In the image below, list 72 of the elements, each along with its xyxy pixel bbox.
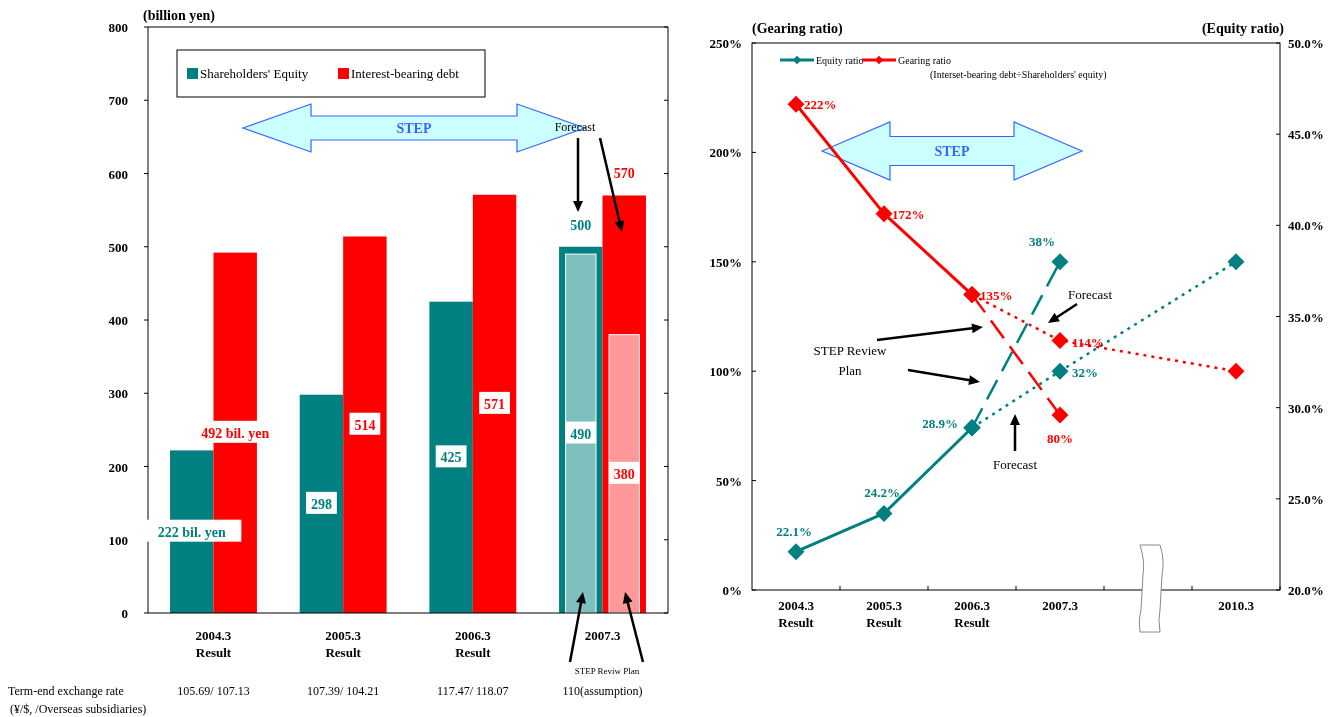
text: 117.47/ 118.07 (437, 684, 509, 698)
x-tick-label: 2007.3 (584, 628, 621, 643)
text: Term-end exchange rate (8, 684, 124, 698)
x-tick-label: 2007.3 (1042, 598, 1079, 613)
y-tick-label: 700 (108, 93, 128, 109)
data-label: 514 (354, 417, 376, 433)
y-tick-label: 200% (709, 145, 742, 161)
legend-label: Interest-bearing debt (351, 66, 460, 81)
y-tick-label: 100 (108, 532, 128, 548)
text: STEP Reviw Plan (574, 666, 640, 676)
x-tick-label: 2006.3 Result (954, 598, 991, 630)
y-axis-title: (billion yen) (143, 8, 216, 24)
data-label: 425 (440, 450, 462, 466)
data-label: 380 (613, 466, 635, 482)
data-label: 222 bil. yen (157, 524, 227, 540)
y2-tick-label: 20.0% (1288, 583, 1324, 598)
y-tick-label: 50% (716, 473, 742, 489)
data-label: 135% (980, 287, 1013, 303)
data-label: 22.1% (776, 523, 812, 539)
y-axis-title: (Gearing ratio) (752, 21, 843, 37)
annotation: STEP Review Plan (813, 343, 888, 378)
y-tick-label: 400 (108, 313, 128, 328)
y2-tick-label: 25.0% (1288, 491, 1324, 507)
data-label: 32% (1072, 365, 1098, 381)
y2-tick-label: 35.0% (1288, 309, 1324, 325)
annotation: STEP (934, 144, 970, 159)
legend-label: Equity ratio (816, 55, 864, 66)
y-tick-label: 0 (121, 606, 128, 621)
y2-tick-label: 30.0% (1288, 400, 1324, 416)
annotation: Forecast (992, 457, 1038, 472)
data-label: 571 (484, 396, 506, 412)
y-tick-label: 600 (108, 166, 128, 182)
y-tick-label: 200 (108, 459, 128, 475)
data-label: 28.9% (922, 415, 958, 431)
x-tick-label: 2004.3 Result (778, 598, 815, 630)
y2-axis-title: (Equity ratio) (1201, 21, 1285, 37)
text: 110(assumption) (562, 684, 643, 698)
y-tick-label: 0% (722, 583, 742, 598)
data-label: 114% (1072, 334, 1104, 350)
data-label: 24.2% (864, 485, 900, 501)
annotation: Forecast (1067, 287, 1113, 302)
data-label: 172% (892, 206, 925, 222)
y2-tick-label: 45.0% (1288, 127, 1324, 143)
y-tick-label: 100% (709, 364, 742, 380)
data-label: 500 (570, 217, 592, 233)
y-tick-label: 150% (709, 254, 742, 270)
annotation: STEP (396, 121, 432, 136)
data-label: 492 bil. yen (201, 425, 270, 441)
data-label: 38% (1029, 233, 1055, 249)
y2-tick-label: 40.0% (1288, 218, 1324, 234)
legend-label: Shareholders' Equity (200, 66, 309, 81)
x-tick-label: 2010.3 (1218, 598, 1255, 613)
text: 107.39/ 104.21 (306, 684, 380, 698)
legend-label: Gearing ratio (898, 55, 952, 66)
x-tick-label: 2005.3 Result (325, 628, 362, 660)
data-label: 80% (1047, 430, 1073, 446)
annotation: (Interset-bearing debt÷Shareholders' equity) (930, 69, 1107, 81)
data-label: 570 (613, 166, 635, 182)
y-tick-label: 300 (108, 386, 128, 402)
y-tick-label: 500 (108, 239, 128, 255)
data-label: 490 (570, 426, 592, 442)
x-tick-label: 2004.3 Result (195, 628, 232, 660)
text: (¥/$, /Overseas subsidiaries) (10, 702, 147, 716)
text: 105.69/ 107.13 (177, 684, 250, 698)
data-label: 298 (310, 496, 332, 512)
data-label: 222% (804, 97, 837, 113)
y-tick-label: 250% (709, 36, 742, 51)
x-tick-label: 2006.3 Result (454, 628, 492, 660)
annotation: Forecast (554, 120, 596, 134)
x-tick-label: 2005.3 Result (866, 598, 903, 630)
y2-tick-label: 50.0% (1288, 36, 1324, 51)
y-tick-label: 800 (108, 20, 128, 35)
